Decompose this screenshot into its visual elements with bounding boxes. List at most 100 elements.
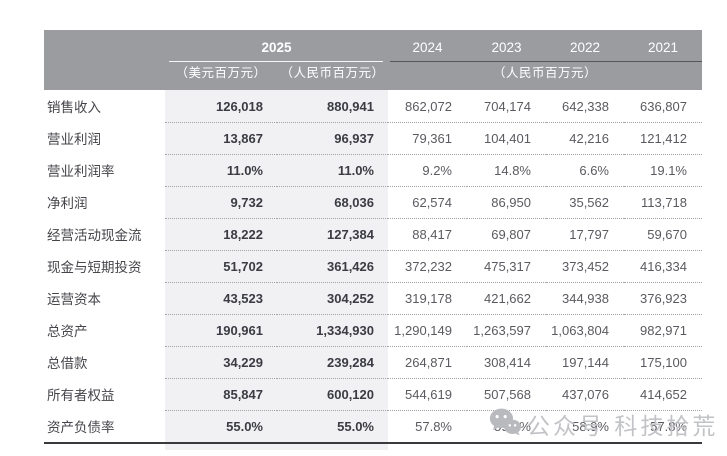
- table-row: 净利润 9,732 68,036 62,574 86,950 35,562 11…: [44, 186, 702, 218]
- cell-2023: 1,263,597: [467, 314, 546, 346]
- row-label: 运营资本: [47, 292, 101, 307]
- header-empty-cell: [44, 74, 165, 78]
- cell-2025-rmb: 361,426: [277, 250, 388, 282]
- table-body: 销售收入 126,018 880,941 862,072 704,174 642…: [44, 90, 702, 442]
- cell-2023: 421,662: [467, 282, 546, 314]
- cell-2021: 414,652: [624, 378, 702, 410]
- cell-2024: 544,619: [388, 378, 467, 410]
- table-row: 总借款 34,229 239,284 264,871 308,414 197,1…: [44, 346, 702, 378]
- cell-2024: 264,871: [388, 346, 467, 378]
- cell-2025-rmb: 55.0%: [277, 410, 388, 442]
- table-row: 运营资本 43,523 304,252 319,178 421,662 344,…: [44, 282, 702, 314]
- cell-2021: 376,923: [624, 282, 702, 314]
- cell-2022: 642,338: [562, 98, 609, 114]
- cell-2025-usd: 51,702: [165, 250, 277, 282]
- cell-2022: 437,076: [546, 378, 624, 410]
- cell-2025-rmb: 96,937: [277, 122, 388, 154]
- header-unit-usd: （美元百万元）: [175, 66, 267, 81]
- table-row: 经营活动现金流 18,222 127,384 88,417 69,807 17,…: [44, 218, 702, 250]
- cell-2023: 86,950: [467, 186, 546, 218]
- cell-2022: 197,144: [546, 346, 624, 378]
- cell-2025-usd: 190,961: [165, 314, 277, 346]
- header-unit-rmb-history: （人民币百万元）: [492, 66, 597, 81]
- row-label: 营业利润: [47, 132, 101, 147]
- cell-2023: 475,317: [467, 250, 546, 282]
- row-label: 净利润: [47, 196, 88, 211]
- header-underline-2025: [169, 61, 383, 62]
- header-units-row: （美元百万元） （人民币百万元） （人民币百万元）: [44, 61, 702, 90]
- cell-2024: 1,290,149: [388, 314, 467, 346]
- cell-2022: 373,452: [546, 250, 624, 282]
- cell-2025-rmb: 11.0%: [277, 154, 388, 186]
- table-bottom-border: [44, 442, 702, 444]
- row-label: 经营活动现金流: [47, 228, 142, 243]
- cell-2024: 372,232: [388, 250, 467, 282]
- cell-2021: 19.1%: [624, 154, 702, 186]
- header-underline-history: [390, 61, 702, 62]
- cell-2022: 344,938: [546, 282, 624, 314]
- cell-2022: 6.6%: [546, 154, 624, 186]
- cell-2023: 59.8%: [467, 410, 546, 442]
- table-row: 资产负债率 55.0% 55.0% 57.8% 59.8% 58.9% 57.8…: [44, 410, 702, 442]
- cell-2022: 42,216: [546, 122, 624, 154]
- cell-2024: 862,072: [405, 98, 452, 114]
- header-year-2022: 2022: [569, 39, 601, 55]
- cell-2024: 9.2%: [388, 154, 467, 186]
- cell-2021: 121,412: [624, 122, 702, 154]
- cell-2025-usd: 126,018: [165, 90, 277, 122]
- cell-2024: 88,417: [388, 218, 467, 250]
- cell-2023: 507,568: [467, 378, 546, 410]
- header-empty-cell: [44, 54, 165, 61]
- cell-2025-usd: 34,229: [165, 346, 277, 378]
- header-unit-rmb: （人民币百万元）: [280, 66, 385, 81]
- cell-2025-usd: 9,732: [165, 186, 277, 218]
- cell-2021: 113,718: [624, 186, 702, 218]
- cell-2025-rmb: 68,036: [277, 186, 388, 218]
- cell-2025-rmb: 239,284: [277, 346, 388, 378]
- table-row: 营业利润 13,867 96,937 79,361 104,401 42,216…: [44, 122, 702, 154]
- table-row: 销售收入 126,018 880,941 862,072 704,174 642…: [44, 90, 702, 122]
- cell-2025-usd: 13,867: [165, 122, 277, 154]
- cell-2025-rmb: 127,384: [277, 218, 388, 250]
- cell-2025-usd: 43,523: [165, 282, 277, 314]
- cell-2025-rmb: 1,334,930: [277, 314, 388, 346]
- cell-2021: 416,334: [624, 250, 702, 282]
- cell-2025-rmb: 304,252: [277, 282, 388, 314]
- cell-2025-rmb: 600,120: [277, 378, 388, 410]
- row-label: 销售收入: [47, 100, 101, 115]
- table-row: 营业利润率 11.0% 11.0% 9.2% 14.8% 6.6% 19.1%: [44, 154, 702, 186]
- financial-table: 2025 2024 2023 2022 2021 （美元百万元） （人民币百万元…: [44, 30, 702, 450]
- row-label: 总资产: [47, 324, 88, 339]
- cell-2023: 69,807: [467, 218, 546, 250]
- row-label: 总借款: [47, 356, 88, 371]
- cell-2024: 319,178: [388, 282, 467, 314]
- header-year-2021: 2021: [647, 39, 679, 55]
- row-label: 所有者权益: [47, 388, 115, 403]
- cell-2025-usd: 55.0%: [165, 410, 277, 442]
- header-years-row: 2025 2024 2023 2022 2021: [44, 30, 702, 61]
- cell-2025-usd: 11.0%: [165, 154, 277, 186]
- table-row: 现金与短期投资 51,702 361,426 372,232 475,317 3…: [44, 250, 702, 282]
- highlight-column-strip: [165, 444, 388, 450]
- cell-2021: 982,971: [624, 314, 702, 346]
- table-header: 2025 2024 2023 2022 2021 （美元百万元） （人民币百万元…: [44, 30, 702, 90]
- table-row: 总资产 190,961 1,334,930 1,290,149 1,263,59…: [44, 314, 702, 346]
- cell-2024: 79,361: [388, 122, 467, 154]
- cell-2023: 14.8%: [467, 154, 546, 186]
- cell-2022: 1,063,804: [546, 314, 624, 346]
- row-label: 资产负债率: [47, 420, 115, 435]
- cell-2023: 308,414: [467, 346, 546, 378]
- cell-2024: 62,574: [388, 186, 467, 218]
- cell-2021: 59,670: [624, 218, 702, 250]
- cell-2022: 58.9%: [546, 410, 624, 442]
- cell-2025-usd: 85,847: [165, 378, 277, 410]
- header-year-2024: 2024: [412, 39, 443, 55]
- cell-2022: 17,797: [546, 218, 624, 250]
- table-row: 所有者权益 85,847 600,120 544,619 507,568 437…: [44, 378, 702, 410]
- cell-2023: 104,401: [467, 122, 546, 154]
- cell-2025-rmb: 880,941: [277, 90, 388, 122]
- cell-2025-usd: 18,222: [165, 218, 277, 250]
- header-year-2025: 2025: [261, 39, 292, 55]
- cell-2024: 57.8%: [388, 410, 467, 442]
